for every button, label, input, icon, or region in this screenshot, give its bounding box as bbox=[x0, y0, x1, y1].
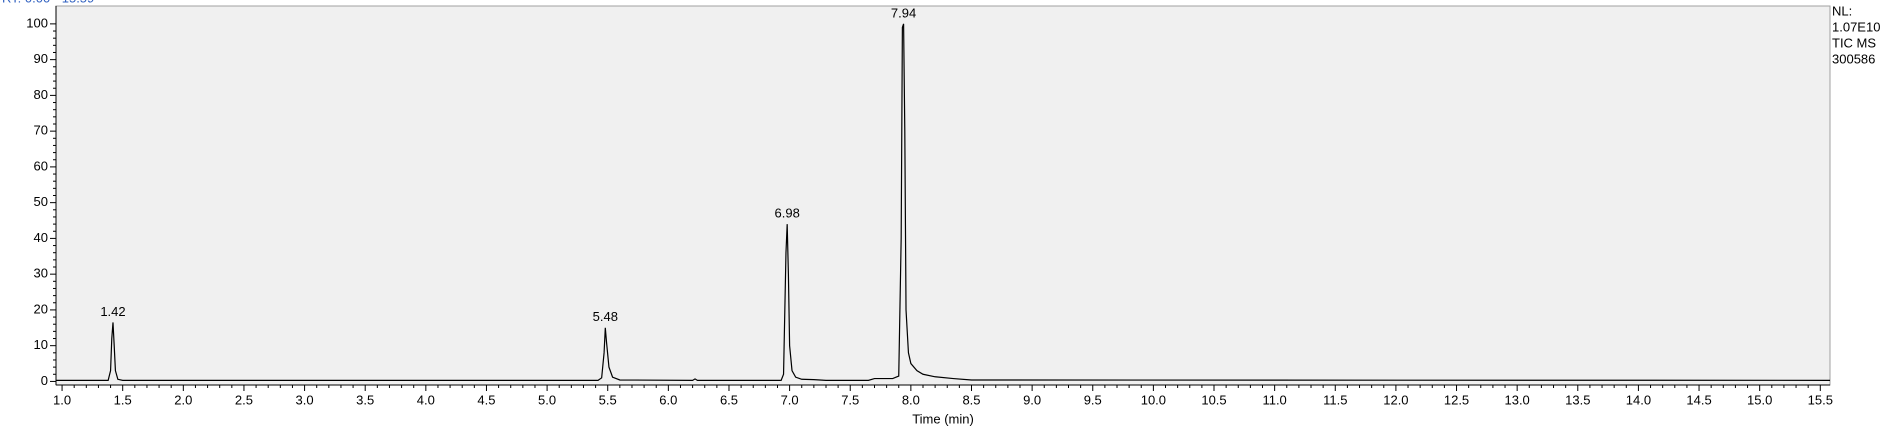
x-tick-label: 11.0 bbox=[1262, 392, 1286, 407]
x-tick-label: 3.0 bbox=[296, 392, 314, 407]
y-tick-label: 20 bbox=[34, 301, 48, 316]
x-tick-label: 4.0 bbox=[417, 392, 435, 407]
x-tick-label: 11.5 bbox=[1323, 392, 1347, 407]
x-tick-label: 9.5 bbox=[1084, 392, 1102, 407]
x-tick-label: 7.5 bbox=[841, 392, 859, 407]
x-tick-label: 2.0 bbox=[174, 392, 192, 407]
x-tick-label: 13.5 bbox=[1565, 392, 1590, 407]
side-note: 300586 bbox=[1832, 51, 1875, 66]
y-tick-label: 90 bbox=[34, 51, 48, 66]
x-tick-label: 12.5 bbox=[1444, 392, 1469, 407]
x-tick-label: 3.5 bbox=[356, 392, 374, 407]
y-tick-label: 50 bbox=[34, 194, 48, 209]
x-tick-label: 6.0 bbox=[659, 392, 677, 407]
peak-label: 7.94 bbox=[891, 5, 916, 20]
x-tick-label: 1.5 bbox=[114, 392, 132, 407]
y-tick-label: 0 bbox=[41, 373, 48, 388]
x-tick-label: 14.5 bbox=[1686, 392, 1711, 407]
peak-label: 5.48 bbox=[593, 309, 618, 324]
x-tick-label: 10.0 bbox=[1141, 392, 1166, 407]
plot-area bbox=[55, 5, 1831, 386]
y-tick-label: 30 bbox=[34, 266, 48, 281]
x-tick-label: 7.0 bbox=[781, 392, 799, 407]
x-tick-label: 9.0 bbox=[1023, 392, 1041, 407]
y-tick-label: 60 bbox=[34, 158, 48, 173]
peak-label: 1.42 bbox=[100, 304, 125, 319]
side-note: 1.07E10 bbox=[1832, 19, 1880, 34]
side-note: TIC MS bbox=[1832, 35, 1876, 50]
x-tick-label: 10.5 bbox=[1201, 392, 1226, 407]
x-tick-label: 15.0 bbox=[1747, 392, 1772, 407]
range-label: RT: 0.00 - 15.59 bbox=[2, 0, 94, 5]
y-tick-label: 80 bbox=[34, 87, 48, 102]
peak-label: 6.98 bbox=[775, 206, 800, 221]
x-tick-label: 15.5 bbox=[1808, 392, 1833, 407]
x-tick-label: 14.0 bbox=[1626, 392, 1651, 407]
x-tick-label: 1.0 bbox=[53, 392, 71, 407]
x-tick-label: 5.5 bbox=[599, 392, 617, 407]
y-tick-label: 70 bbox=[34, 123, 48, 138]
y-tick-label: 10 bbox=[34, 337, 48, 352]
x-tick-label: 13.0 bbox=[1504, 392, 1529, 407]
x-tick-label: 2.5 bbox=[235, 392, 253, 407]
x-tick-label: 5.0 bbox=[538, 392, 556, 407]
trace bbox=[56, 23, 1831, 381]
y-tick-label: 100 bbox=[26, 15, 48, 30]
x-tick-label: 6.5 bbox=[720, 392, 738, 407]
side-note: NL: bbox=[1832, 3, 1852, 18]
y-tick-label: 40 bbox=[34, 230, 48, 245]
x-tick-label: 8.0 bbox=[902, 392, 920, 407]
x-tick-label: 12.0 bbox=[1383, 392, 1408, 407]
x-tick-label: 8.5 bbox=[962, 392, 980, 407]
x-axis-title: Time (min) bbox=[912, 411, 974, 426]
x-tick-label: 4.5 bbox=[477, 392, 495, 407]
